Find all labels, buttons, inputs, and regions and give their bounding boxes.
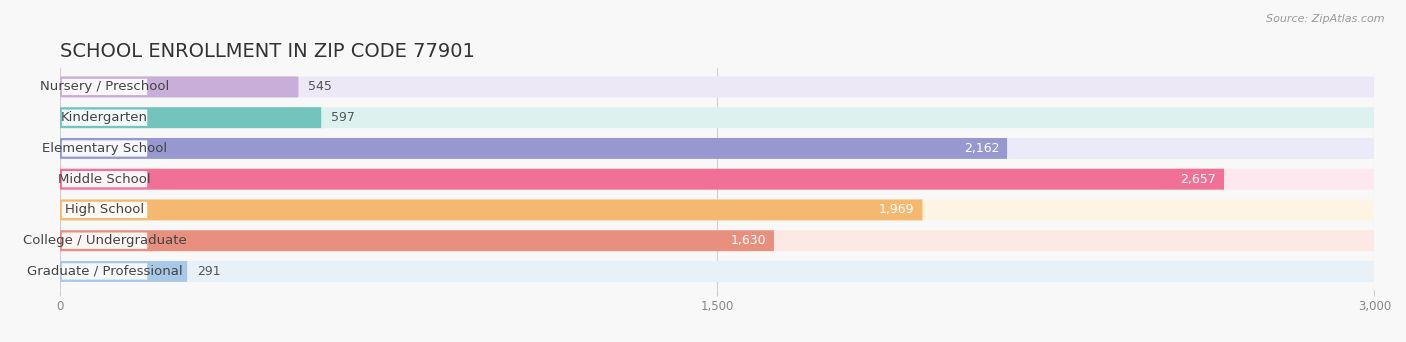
FancyBboxPatch shape (59, 261, 1375, 282)
FancyBboxPatch shape (62, 171, 148, 187)
Text: 597: 597 (330, 111, 354, 124)
Text: High School: High School (65, 203, 145, 216)
Text: 1,969: 1,969 (879, 203, 915, 216)
Text: Nursery / Preschool: Nursery / Preschool (39, 80, 169, 93)
Text: 1,630: 1,630 (731, 234, 766, 247)
FancyBboxPatch shape (59, 230, 773, 251)
FancyBboxPatch shape (62, 202, 148, 218)
FancyBboxPatch shape (59, 261, 187, 282)
Text: 291: 291 (197, 265, 221, 278)
FancyBboxPatch shape (62, 263, 148, 280)
FancyBboxPatch shape (62, 140, 148, 157)
FancyBboxPatch shape (59, 199, 1375, 220)
FancyBboxPatch shape (59, 169, 1225, 190)
FancyBboxPatch shape (59, 77, 1375, 97)
Text: 2,162: 2,162 (963, 142, 1000, 155)
Text: SCHOOL ENROLLMENT IN ZIP CODE 77901: SCHOOL ENROLLMENT IN ZIP CODE 77901 (59, 42, 474, 61)
Text: College / Undergraduate: College / Undergraduate (22, 234, 187, 247)
FancyBboxPatch shape (59, 199, 922, 220)
Text: Graduate / Professional: Graduate / Professional (27, 265, 183, 278)
Text: 2,657: 2,657 (1181, 173, 1216, 186)
FancyBboxPatch shape (62, 79, 148, 95)
FancyBboxPatch shape (62, 233, 148, 249)
FancyBboxPatch shape (59, 107, 1375, 128)
Text: Elementary School: Elementary School (42, 142, 167, 155)
Text: Kindergarten: Kindergarten (60, 111, 148, 124)
Text: 545: 545 (308, 80, 332, 93)
Text: Source: ZipAtlas.com: Source: ZipAtlas.com (1267, 14, 1385, 24)
FancyBboxPatch shape (59, 107, 322, 128)
FancyBboxPatch shape (59, 138, 1375, 159)
FancyBboxPatch shape (62, 109, 148, 126)
FancyBboxPatch shape (59, 230, 1375, 251)
Text: Middle School: Middle School (58, 173, 150, 186)
FancyBboxPatch shape (59, 138, 1007, 159)
FancyBboxPatch shape (59, 169, 1375, 190)
FancyBboxPatch shape (59, 77, 298, 97)
